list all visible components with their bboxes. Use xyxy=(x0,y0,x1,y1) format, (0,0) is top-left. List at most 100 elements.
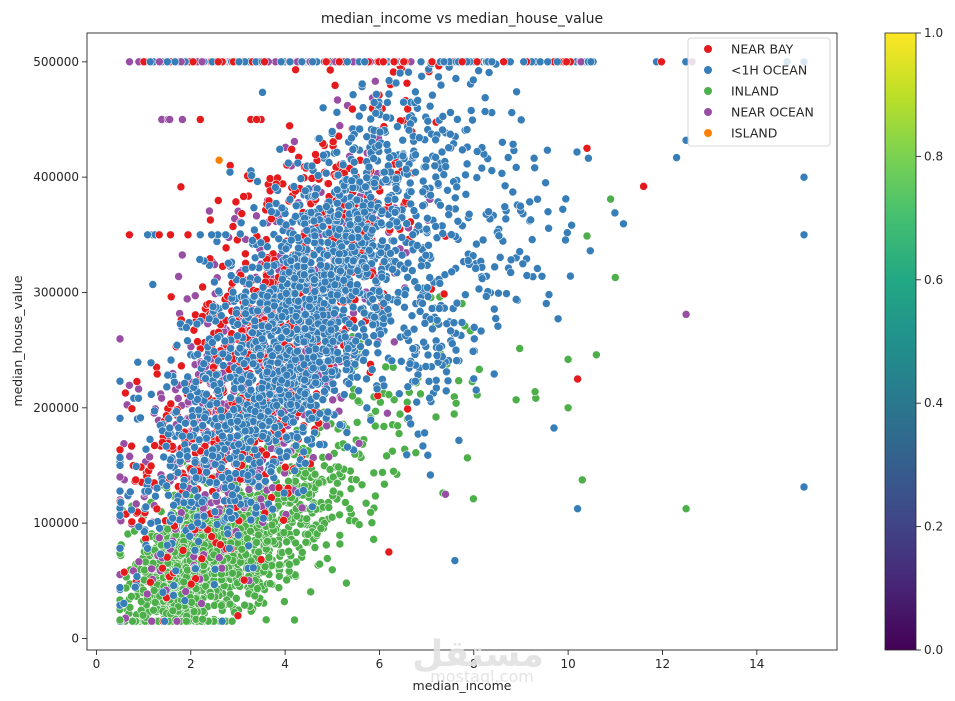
scatter-point xyxy=(181,418,190,428)
scatter-point xyxy=(390,208,400,217)
scatter-point xyxy=(244,378,254,388)
scatter-point xyxy=(200,413,209,422)
scatter-point xyxy=(431,153,440,162)
scatter-point xyxy=(300,389,310,399)
scatter-point xyxy=(289,417,298,427)
scatter-point xyxy=(253,275,262,284)
scatter-point xyxy=(384,390,394,399)
scatter-point xyxy=(351,336,360,346)
scatter-point xyxy=(386,316,396,326)
scatter-point xyxy=(183,336,192,345)
scatter-point xyxy=(232,594,241,603)
scatter-point xyxy=(127,441,136,451)
scatter-point xyxy=(215,553,224,562)
scatter-point xyxy=(145,452,154,462)
scatter-point xyxy=(291,65,300,74)
scatter-point xyxy=(127,517,137,527)
scatter-point xyxy=(207,532,216,541)
scatter-point xyxy=(415,133,424,142)
scatter-point xyxy=(394,159,404,169)
scatter-point xyxy=(284,390,294,400)
scatter-point xyxy=(423,214,432,223)
scatter-point xyxy=(293,158,303,168)
scatter-point xyxy=(181,587,190,596)
scatter-point xyxy=(225,167,235,177)
scatter-point xyxy=(202,468,211,477)
scatter-point xyxy=(310,287,320,296)
scatter-point xyxy=(327,127,337,136)
scatter-point xyxy=(311,378,320,388)
scatter-point xyxy=(393,122,402,131)
scatter-point xyxy=(277,203,287,213)
scatter-point xyxy=(132,377,142,386)
scatter-point xyxy=(434,72,443,82)
scatter-point xyxy=(277,312,287,321)
scatter-point xyxy=(148,280,158,289)
scatter-point xyxy=(411,167,420,177)
scatter-point xyxy=(316,260,325,270)
scatter-point xyxy=(423,450,433,460)
scatter-point xyxy=(257,334,267,344)
scatter-point xyxy=(406,187,416,196)
scatter-point xyxy=(392,217,402,227)
scatter-point xyxy=(168,513,177,523)
scatter-point xyxy=(130,582,140,592)
scatter-point xyxy=(301,310,310,319)
scatter-point xyxy=(342,428,352,437)
scatter-point xyxy=(379,422,389,431)
scatter-point xyxy=(334,355,343,365)
scatter-point xyxy=(386,249,395,258)
scatter-point xyxy=(299,270,309,279)
scatter-point xyxy=(127,404,137,413)
scatter-point xyxy=(271,183,280,192)
scatter-point xyxy=(390,337,399,347)
scatter-point xyxy=(446,108,455,117)
scatter-point xyxy=(162,481,171,491)
scatter-point xyxy=(143,544,152,553)
scatter-point xyxy=(250,445,259,455)
scatter-point xyxy=(239,359,249,368)
scatter-point xyxy=(266,579,275,588)
scatter-point xyxy=(362,403,372,413)
scatter-point xyxy=(306,587,315,597)
scatter-point xyxy=(228,490,237,500)
scatter-point xyxy=(344,319,354,329)
scatter-point xyxy=(367,225,377,235)
scatter-point xyxy=(335,510,344,520)
scatter-point xyxy=(190,458,200,467)
scatter-point xyxy=(243,471,253,480)
scatter-point xyxy=(368,214,377,223)
scatter-point xyxy=(160,616,169,626)
scatter-point xyxy=(234,395,244,405)
scatter-point xyxy=(416,389,425,399)
scatter-point xyxy=(328,565,337,575)
scatter-point xyxy=(389,467,398,476)
scatter-point xyxy=(368,294,377,304)
scatter-point xyxy=(285,121,294,131)
scatter-point xyxy=(198,282,207,292)
scatter-point xyxy=(302,514,311,524)
scatter-point xyxy=(307,413,317,423)
scatter-point xyxy=(248,236,257,245)
scatter-point xyxy=(244,541,253,551)
scatter-point xyxy=(198,614,207,624)
scatter-point xyxy=(213,421,223,431)
scatter-point xyxy=(182,294,192,304)
scatter-point xyxy=(439,170,449,179)
scatter-point xyxy=(136,413,145,423)
scatter-point xyxy=(180,596,190,605)
scatter-point xyxy=(351,475,361,484)
scatter-point xyxy=(200,455,209,465)
scatter-point xyxy=(411,448,421,457)
scatter-point xyxy=(402,78,412,88)
scatter-point xyxy=(177,508,186,517)
scatter-point xyxy=(293,433,302,442)
scatter-point xyxy=(431,135,440,145)
scatter-point xyxy=(369,535,378,544)
scatter-point xyxy=(376,248,386,258)
scatter-point xyxy=(115,511,125,520)
scatter-point xyxy=(145,435,155,444)
scatter-point xyxy=(223,529,233,538)
scatter-point xyxy=(248,328,257,337)
scatter-point xyxy=(140,565,149,575)
